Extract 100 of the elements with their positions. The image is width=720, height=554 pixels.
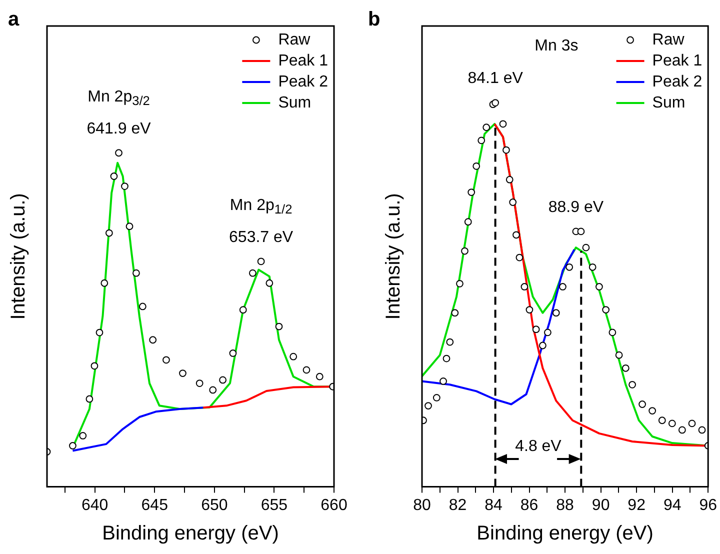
point bbox=[115, 149, 122, 157]
point bbox=[596, 283, 603, 290]
point bbox=[622, 364, 630, 372]
point bbox=[566, 263, 574, 271]
point bbox=[472, 162, 480, 170]
point bbox=[132, 269, 140, 277]
point bbox=[478, 136, 486, 144]
point bbox=[239, 306, 247, 314]
point bbox=[149, 336, 157, 344]
point bbox=[539, 342, 546, 350]
legend-label: Raw bbox=[278, 31, 311, 48]
x-tick-label: 660 bbox=[320, 496, 348, 514]
chart-title: Mn 3s bbox=[534, 37, 578, 54]
point bbox=[138, 302, 146, 310]
point bbox=[628, 380, 636, 388]
point bbox=[516, 254, 524, 262]
point bbox=[424, 402, 432, 410]
text: a bbox=[8, 8, 20, 31]
point bbox=[196, 380, 204, 387]
point bbox=[509, 198, 517, 206]
point bbox=[316, 372, 324, 380]
legend-label: Raw bbox=[652, 31, 685, 48]
point bbox=[90, 362, 98, 370]
point bbox=[464, 218, 472, 226]
point bbox=[456, 280, 464, 288]
x-tick-label: 88 bbox=[556, 496, 574, 514]
legend-label: Sum bbox=[652, 94, 686, 112]
point bbox=[110, 172, 118, 180]
point bbox=[520, 283, 528, 290]
point bbox=[69, 442, 76, 450]
text: 84.1 eV bbox=[468, 70, 524, 88]
y-axis-title: Intensity (a.u.) bbox=[382, 193, 405, 320]
point bbox=[502, 146, 510, 154]
x-tick-label: 84 bbox=[484, 496, 503, 514]
legend-label: Peak 1 bbox=[652, 52, 702, 70]
point bbox=[602, 306, 610, 314]
point bbox=[451, 309, 459, 317]
point bbox=[526, 306, 534, 314]
x-tick-label: 86 bbox=[520, 496, 538, 514]
point bbox=[248, 269, 256, 277]
x-tick-label: 650 bbox=[201, 496, 228, 514]
point bbox=[698, 426, 706, 434]
point bbox=[506, 176, 514, 184]
x-axis-title: Binding energy (eV) bbox=[102, 522, 279, 545]
legend-label: Peak 1 bbox=[278, 52, 328, 70]
point bbox=[219, 376, 226, 384]
point bbox=[648, 407, 656, 414]
annotation: 4.8 eV bbox=[515, 438, 562, 456]
point bbox=[461, 247, 468, 255]
point bbox=[442, 354, 450, 362]
point bbox=[678, 426, 686, 434]
legend-label: Peak 2 bbox=[652, 73, 702, 90]
x-tick-label: 96 bbox=[699, 496, 718, 514]
x-tick-label: 640 bbox=[81, 496, 108, 514]
text: 641.9 eV bbox=[86, 120, 152, 138]
annotation: 88.9 eV bbox=[548, 198, 604, 216]
point bbox=[577, 228, 585, 236]
point bbox=[688, 420, 696, 428]
point bbox=[615, 351, 623, 359]
x-tick-label: 80 bbox=[413, 496, 431, 514]
x-tick-label: 655 bbox=[260, 496, 288, 514]
point bbox=[446, 338, 454, 346]
point bbox=[440, 378, 447, 385]
point bbox=[302, 366, 310, 374]
point bbox=[121, 182, 128, 190]
legend-label: Sum bbox=[278, 94, 312, 112]
point bbox=[544, 328, 552, 336]
point bbox=[559, 283, 566, 290]
point bbox=[492, 99, 500, 106]
point bbox=[499, 120, 507, 128]
point bbox=[96, 328, 104, 336]
point bbox=[257, 258, 265, 266]
point bbox=[162, 356, 170, 364]
x-tick-label: 92 bbox=[628, 496, 646, 514]
point bbox=[290, 352, 298, 360]
point bbox=[482, 124, 490, 132]
point bbox=[266, 279, 274, 287]
point bbox=[100, 279, 108, 287]
point bbox=[229, 350, 237, 357]
point bbox=[432, 394, 440, 402]
point bbox=[126, 222, 134, 230]
point bbox=[209, 386, 217, 394]
point bbox=[588, 263, 596, 271]
point bbox=[552, 309, 560, 317]
x-tick-label: 645 bbox=[141, 496, 168, 514]
annotation: 653.7 eV bbox=[229, 228, 294, 246]
y-axis-title: Intensity (a.u.) bbox=[8, 193, 30, 320]
point bbox=[512, 231, 520, 239]
x-axis-title: Binding energy (eV) bbox=[476, 522, 654, 545]
x-tick-label: 90 bbox=[592, 496, 610, 514]
legend-label: Peak 2 bbox=[278, 73, 328, 90]
text: b bbox=[368, 8, 380, 31]
point bbox=[532, 326, 540, 334]
point bbox=[638, 400, 646, 408]
point bbox=[275, 322, 283, 330]
x-tick-label: 82 bbox=[448, 496, 467, 514]
point bbox=[658, 416, 666, 424]
point bbox=[105, 229, 113, 237]
point bbox=[79, 432, 87, 440]
point bbox=[668, 420, 676, 428]
